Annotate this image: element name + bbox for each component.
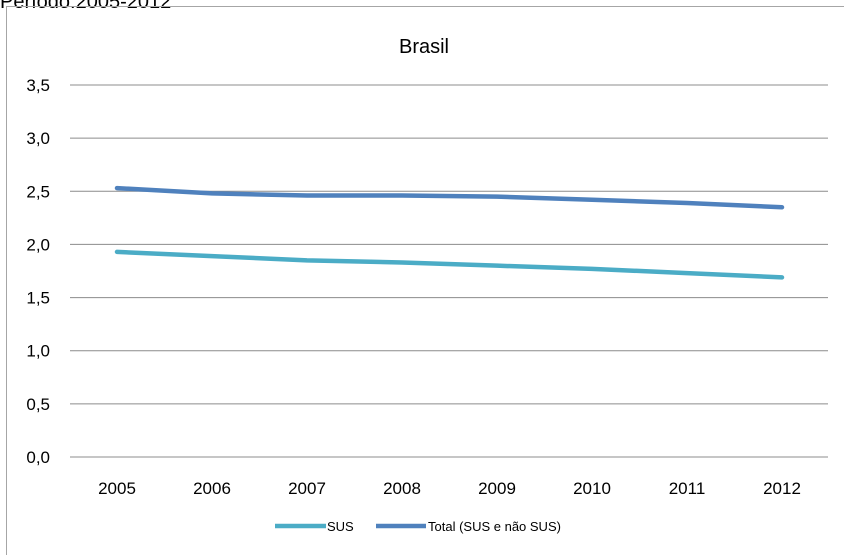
y-tick-label: 0,5 xyxy=(26,395,50,414)
y-tick-label: 0,0 xyxy=(26,448,50,467)
chart-title: Brasil xyxy=(399,36,449,58)
x-axis-ticks: 2005 2006 2007 2008 2009 2010 2011 2012 xyxy=(98,479,801,498)
y-axis-ticks: 0,0 0,5 1,0 1,5 2,0 2,5 3,0 3,5 xyxy=(26,76,50,467)
x-tick-label: 2007 xyxy=(288,479,326,498)
series-lines xyxy=(114,185,785,280)
x-tick-label: 2012 xyxy=(763,479,801,498)
y-tick-label: 1,0 xyxy=(26,342,50,361)
y-tick-label: 1,5 xyxy=(26,289,50,308)
y-tick-label: 3,5 xyxy=(26,76,50,95)
y-tick-label: 3,0 xyxy=(26,129,50,148)
x-tick-label: 2009 xyxy=(478,479,516,498)
series-line-1 xyxy=(114,185,785,210)
legend: SUS Total (SUS e não SUS) xyxy=(275,519,561,534)
legend-label-0: SUS xyxy=(327,519,354,534)
x-tick-label: 2011 xyxy=(669,479,706,498)
legend-label-1: Total (SUS e não SUS) xyxy=(428,519,561,534)
x-tick-label: 2008 xyxy=(383,479,421,498)
series-line-0 xyxy=(114,249,785,280)
y-tick-label: 2,5 xyxy=(26,182,50,201)
x-tick-label: 2005 xyxy=(98,479,136,498)
y-tick-label: 2,0 xyxy=(26,235,50,254)
gridlines xyxy=(70,84,828,458)
x-tick-label: 2010 xyxy=(573,479,611,498)
x-tick-label: 2006 xyxy=(193,479,231,498)
chart-frame xyxy=(6,6,844,555)
